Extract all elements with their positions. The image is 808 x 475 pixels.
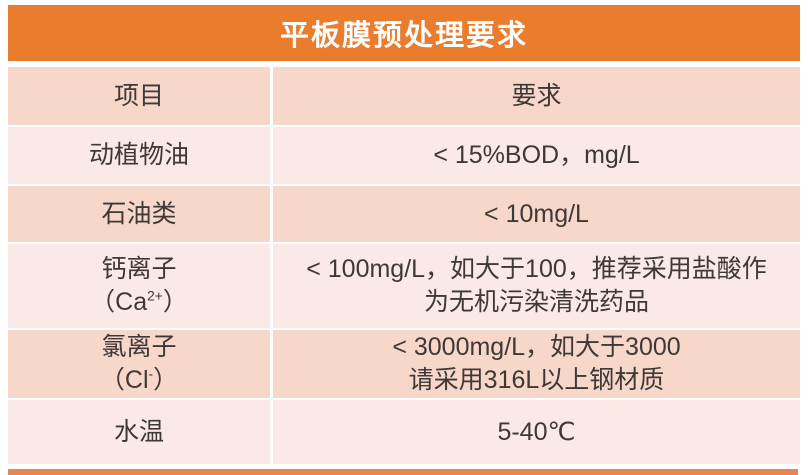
table-cell-item-row-2: 石油类 xyxy=(8,186,270,242)
table-cell-requirement-row-1: < 15%BOD，mg/L xyxy=(273,127,800,184)
column-header-requirement: 要求 xyxy=(273,67,800,125)
table-cell-requirement-row-5: 5-40℃ xyxy=(273,400,800,464)
bottom-accent-bar xyxy=(8,469,798,475)
table-cell-requirement-row-2: < 10mg/L xyxy=(273,186,800,242)
column-header-item: 项目 xyxy=(8,67,270,125)
table-cell-text: 水温 xyxy=(113,417,164,446)
table-cell-text: < 100mg/L，如大于100，推荐采用盐酸作 为无机污染清洗药品 xyxy=(306,255,767,316)
column-header-requirement-label: 要求 xyxy=(511,81,562,110)
table-cell-item-row-1: 动植物油 xyxy=(8,127,270,184)
table-cell-text: 钙离子 （Ca2+） xyxy=(90,255,188,316)
table-cell-item-row-4: 氯离子 （Cl-） xyxy=(8,330,270,398)
table-cell-text: 动植物油 xyxy=(88,141,189,169)
table-cell-requirement-row-3: < 100mg/L，如大于100，推荐采用盐酸作 为无机污染清洗药品 xyxy=(273,244,800,328)
table-cell-text: 5-40℃ xyxy=(497,417,576,446)
table-cell-text: < 15%BOD，mg/L xyxy=(433,141,640,169)
table-cell-text: < 10mg/L xyxy=(484,199,589,228)
pretreatment-table: 项目 要求 动植物油 < 15%BOD，mg/L 石油类 < 10mg/L 钙离子 （Ca… xyxy=(8,67,800,464)
table-cell-text: < 3000mg/L，如大于3000 请采用316L以上钢材质 xyxy=(392,333,681,394)
table-cell-item-row-3: 钙离子 （Ca2+） xyxy=(8,244,270,328)
table-cell-item-row-5: 水温 xyxy=(8,400,270,464)
table-cell-text: 石油类 xyxy=(101,199,177,228)
table-title: 平板膜预处理要求 xyxy=(279,20,528,52)
table-cell-text: 氯离子 （Cl-） xyxy=(99,333,179,394)
column-header-item-label: 项目 xyxy=(113,81,164,110)
table-title-bar: 平板膜预处理要求 xyxy=(8,5,800,61)
table-cell-requirement-row-4: < 3000mg/L，如大于3000 请采用316L以上钢材质 xyxy=(273,330,800,398)
